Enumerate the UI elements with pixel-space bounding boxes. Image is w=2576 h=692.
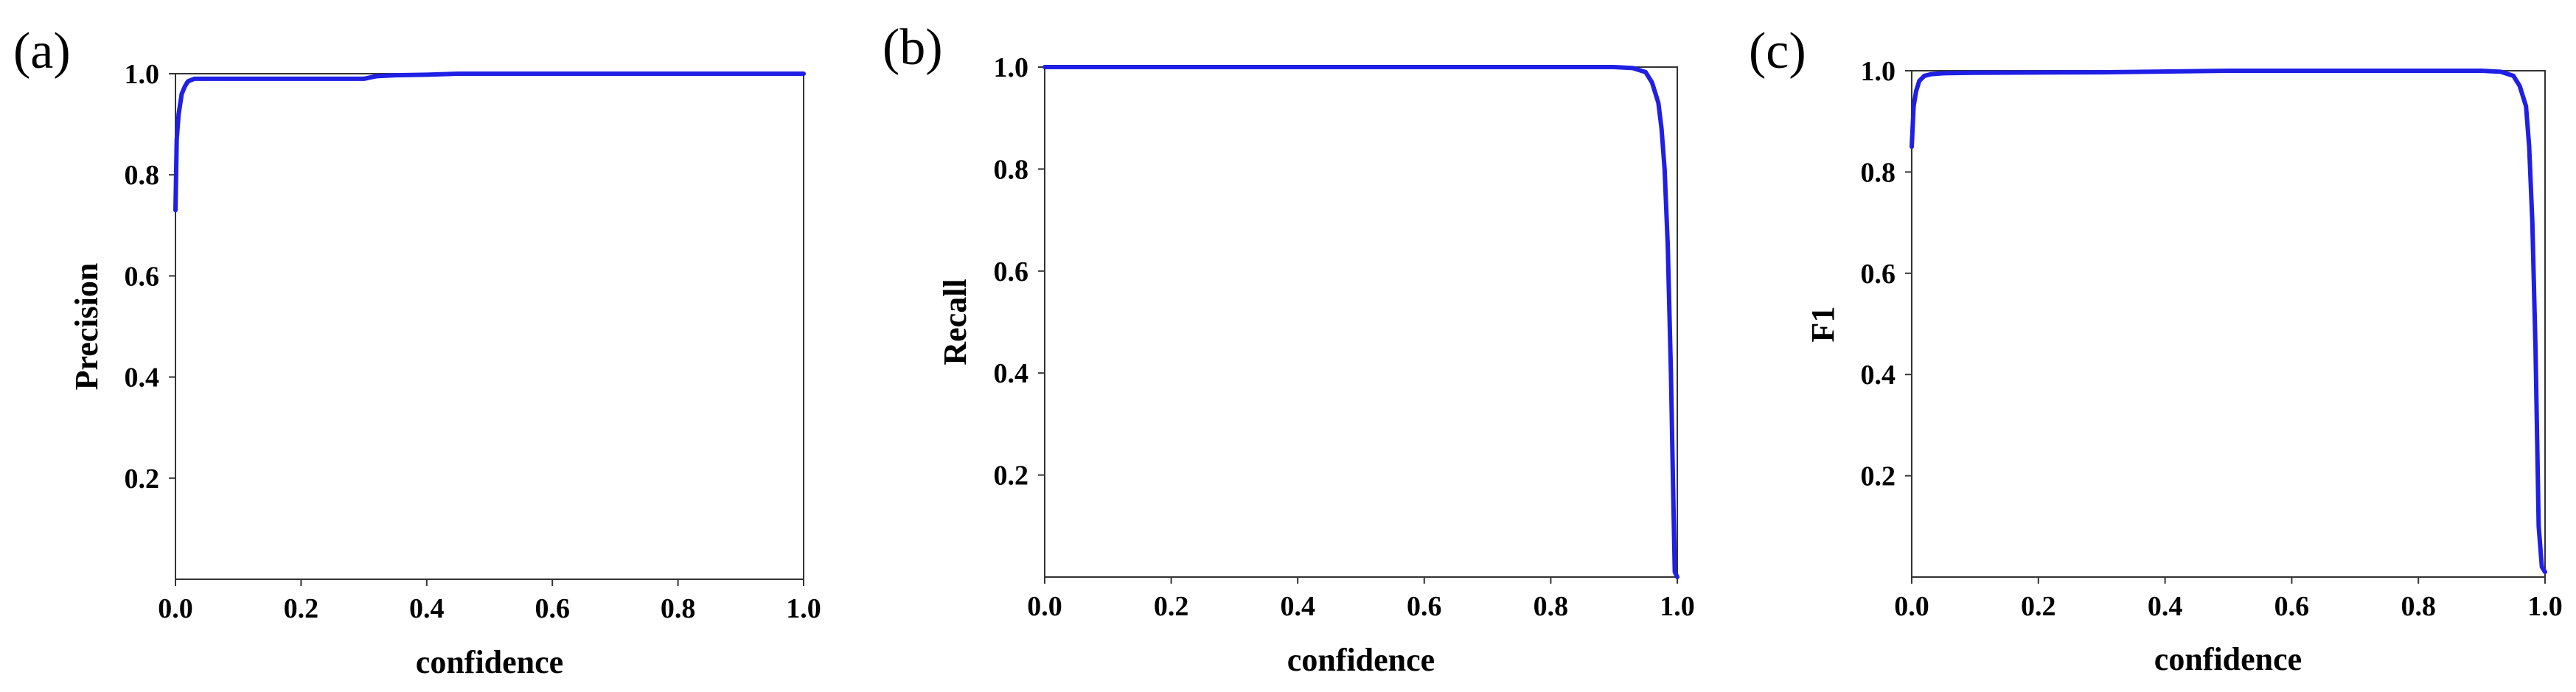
y-tick-label: 0.6 xyxy=(994,256,1029,287)
plot-frame xyxy=(1911,70,2546,578)
x-axis-title: confidence xyxy=(1287,642,1435,678)
y-tick-label: 0.4 xyxy=(994,358,1029,389)
x-tick-label: 0.2 xyxy=(1154,591,1189,622)
y-tick-label: 0.2 xyxy=(125,464,160,494)
x-tick-label: 0.6 xyxy=(2274,591,2310,622)
x-tick-label: 0.6 xyxy=(535,593,570,624)
y-axis-title: Recall xyxy=(937,279,973,365)
panel-a: (a) 0.0 0.2 0.4 0.6 0.8 1.0 0.2 0.4 0.6 0.8 1.0 co… xyxy=(13,23,821,680)
y-axis-title: Precision xyxy=(69,263,105,391)
x-tick-label: 0.8 xyxy=(1534,591,1569,622)
x-tick-label: 1.0 xyxy=(786,593,821,624)
panel-label: (c) xyxy=(1749,23,1806,80)
x-tick-label: 1.0 xyxy=(1660,591,1695,622)
panel-b: (b) 0.0 0.2 0.4 0.6 0.8 1.0 0.2 0.4 0.6 0.8 1.0 co… xyxy=(883,19,1695,678)
y-tick-label: 0.2 xyxy=(1861,461,1896,492)
y-tick-label: 0.2 xyxy=(994,461,1029,492)
x-axis-title: confidence xyxy=(2154,641,2302,677)
x-tick-label: 0.2 xyxy=(2021,591,2056,622)
x-tick-label: 0.8 xyxy=(661,593,696,624)
x-tick-label: 0.0 xyxy=(1027,591,1062,622)
y-tick-label: 0.4 xyxy=(125,363,160,394)
y-tick-label: 0.8 xyxy=(1861,157,1896,188)
x-tick-label: 0.4 xyxy=(409,593,445,624)
y-axis-title: F1 xyxy=(1805,307,1841,343)
panel-c: (c) 0.0 0.2 0.4 0.6 0.8 1.0 0.2 0.4 0.6 0.8 1.0 co… xyxy=(1749,23,2563,677)
x-axis-title: confidence xyxy=(416,644,563,680)
y-tick-label: 0.8 xyxy=(125,160,160,191)
y-tick-label: 1.0 xyxy=(1861,56,1896,87)
plot-frame xyxy=(1044,66,1678,578)
x-tick-label: 0.2 xyxy=(284,593,319,624)
series-line xyxy=(173,71,806,213)
x-tick-label: 0.0 xyxy=(158,593,193,624)
x-tick-label: 0.4 xyxy=(2148,591,2183,622)
x-tick-label: 0.4 xyxy=(1280,591,1315,622)
panel-label: (b) xyxy=(883,19,943,76)
panel-label: (a) xyxy=(13,23,71,80)
y-tick-label: 1.0 xyxy=(994,52,1029,83)
y-tick-label: 1.0 xyxy=(125,59,160,90)
y-tick-label: 0.6 xyxy=(1861,259,1896,290)
series-line xyxy=(1910,69,2547,575)
x-tick-label: 0.6 xyxy=(1407,591,1442,622)
y-tick-label: 0.8 xyxy=(994,154,1029,185)
y-tick-label: 0.6 xyxy=(125,261,160,292)
plot-frame xyxy=(175,73,804,580)
x-tick-label: 1.0 xyxy=(2527,591,2563,622)
y-tick-label: 0.4 xyxy=(1861,360,1896,391)
x-tick-label: 0.0 xyxy=(1894,591,1929,622)
series-line xyxy=(1042,65,1679,579)
x-tick-label: 0.8 xyxy=(2401,591,2436,622)
